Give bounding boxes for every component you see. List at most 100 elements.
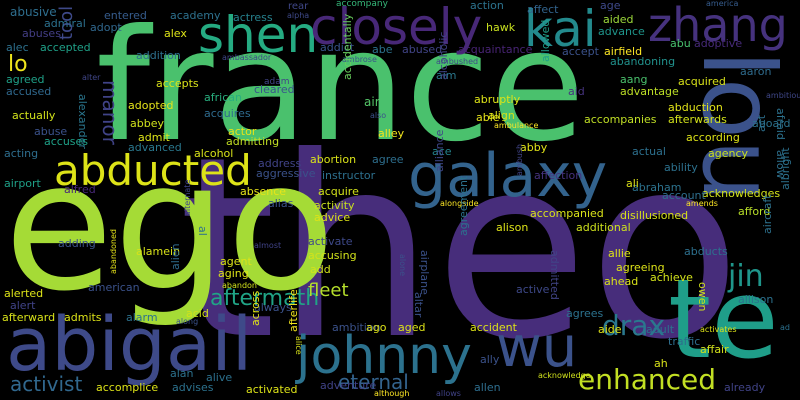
word: airfield — [604, 45, 643, 58]
word: allowed — [539, 19, 552, 62]
word: act — [755, 114, 768, 132]
word: aid — [568, 85, 585, 98]
word: al — [196, 226, 209, 236]
word: afterwards — [668, 113, 727, 126]
word: adventure — [320, 379, 377, 392]
word: fleet — [308, 280, 349, 301]
word: afterward — [2, 311, 56, 324]
word: shen — [198, 6, 319, 64]
word: alcohol — [194, 147, 234, 160]
word: adding — [58, 237, 96, 250]
word: theo — [178, 103, 742, 394]
word: account — [662, 189, 706, 202]
word: drax — [602, 309, 666, 342]
word: lo — [8, 52, 28, 77]
word: accomplice — [96, 381, 159, 394]
word: across — [249, 290, 262, 326]
word: admiral — [44, 17, 86, 30]
word: agree — [372, 153, 404, 166]
word: ambition — [332, 321, 381, 334]
word: alfred — [64, 183, 96, 196]
word: activates — [700, 325, 737, 334]
word: aftermath — [210, 286, 320, 311]
word: galaxy — [408, 141, 608, 211]
word: accompany — [336, 0, 388, 9]
word: agrees — [566, 307, 604, 320]
word: acquaintance — [458, 43, 533, 56]
word: adoptive — [694, 37, 743, 50]
word: closely — [310, 0, 483, 56]
word: alive — [206, 371, 233, 384]
word: active — [516, 283, 550, 296]
word: acknowledge — [538, 371, 591, 380]
word: abbey — [130, 117, 164, 130]
word: add — [310, 263, 331, 276]
word: ambrose — [342, 55, 377, 64]
word: agreed — [6, 73, 45, 86]
word: alone — [398, 254, 407, 277]
word: rear — [288, 1, 309, 12]
word: advises — [172, 381, 214, 394]
word: alcoholic — [437, 31, 450, 80]
word: ambitious — [766, 91, 800, 100]
word: abduction — [668, 101, 723, 114]
word: ambassador — [222, 53, 272, 62]
word: alongside — [440, 199, 479, 208]
word: abuses — [22, 27, 61, 40]
word: alarm — [126, 311, 158, 324]
word: altar — [412, 292, 425, 318]
word: agent — [220, 255, 252, 268]
word: activated — [246, 383, 298, 396]
word: acting — [4, 147, 39, 160]
word: alice — [294, 336, 303, 355]
word: ad — [780, 323, 790, 332]
word: entered — [104, 9, 147, 22]
word: acknowledges — [702, 187, 781, 200]
word: although — [374, 389, 410, 398]
word: affect — [527, 3, 559, 16]
word: alter — [82, 73, 101, 82]
word: ally — [480, 353, 500, 366]
word: ambush — [515, 143, 524, 176]
word: african — [204, 91, 242, 104]
word: advantage — [620, 85, 679, 98]
word: te — [668, 255, 779, 383]
word: allie — [608, 247, 631, 260]
word: alley — [378, 127, 405, 140]
word: aggressive — [256, 167, 316, 180]
word: accepts — [156, 77, 199, 90]
word: air — [364, 95, 380, 109]
word: age — [600, 0, 621, 12]
word: instructor — [322, 169, 376, 182]
word: admits — [64, 311, 102, 324]
word: abusive — [10, 5, 57, 19]
word: afterlife — [287, 289, 300, 332]
word: acquires — [204, 107, 251, 120]
word: alert — [10, 299, 36, 312]
word: manor — [98, 80, 122, 145]
word: airport — [4, 177, 41, 190]
word: absence — [240, 185, 287, 198]
word: abandon — [222, 281, 257, 290]
word: able — [476, 111, 500, 124]
word: aim — [436, 69, 457, 82]
word: alerted — [4, 287, 44, 300]
word: accompanies — [584, 113, 657, 126]
word: actor — [228, 125, 257, 138]
word: disillusioned — [620, 209, 689, 222]
word: advice — [314, 211, 351, 224]
word: afraid — [774, 108, 787, 140]
word: abandoning — [610, 55, 676, 68]
word: wu — [496, 315, 578, 380]
word: alien — [169, 243, 182, 270]
word: acid — [186, 307, 209, 320]
word: always — [254, 301, 292, 314]
word: alec — [6, 41, 29, 54]
word: agreement — [457, 175, 470, 236]
word: aged — [398, 321, 426, 334]
word: ability — [664, 161, 698, 174]
word: hawk — [486, 21, 516, 34]
word: aircraft — [761, 194, 774, 234]
word: already — [724, 381, 766, 394]
word: accuses — [44, 135, 89, 148]
